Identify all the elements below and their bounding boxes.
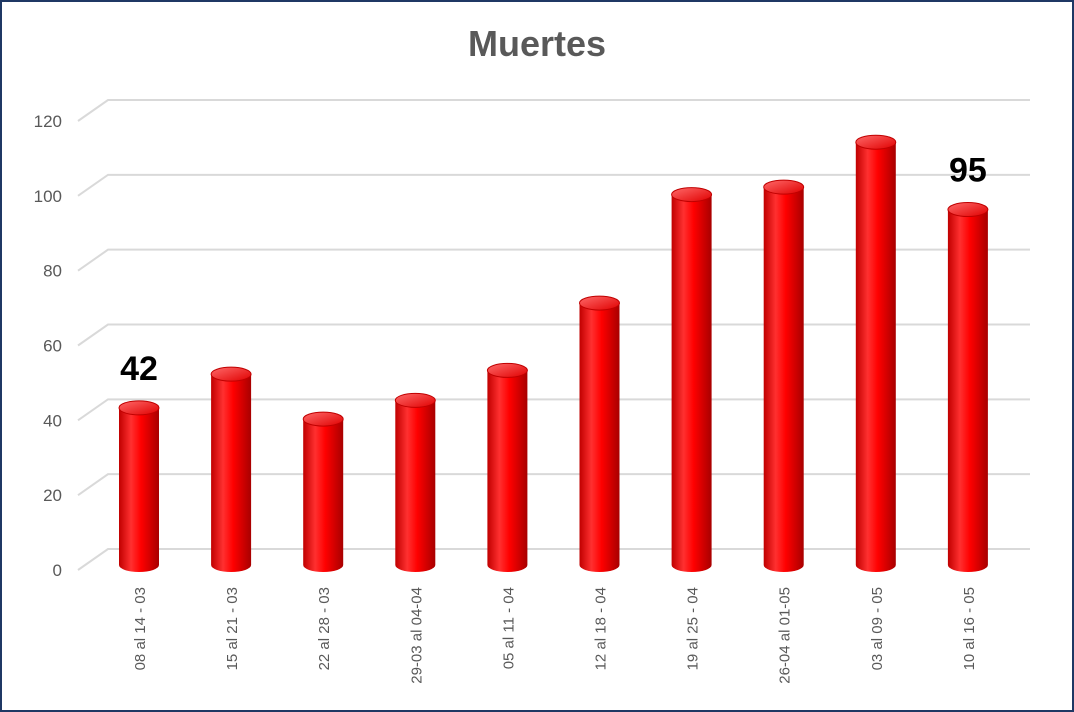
data-label: 42: [120, 350, 158, 388]
bar: [947, 202, 989, 572]
bar: [118, 400, 160, 572]
gridline: [77, 398, 1030, 422]
bar-top: [118, 400, 160, 416]
bar-top: [394, 392, 436, 408]
x-tick-label: 19 al 25 - 04: [685, 587, 702, 670]
gridline: [77, 173, 1030, 197]
x-tick-label: 10 al 16 - 05: [961, 587, 978, 670]
bar-body: [855, 142, 896, 573]
bar-body: [395, 400, 436, 572]
x-tick-label: 12 al 18 - 04: [593, 587, 610, 670]
bar-top: [947, 202, 989, 218]
y-tick-label: 60: [43, 337, 62, 356]
x-tick-label: 05 al 11 - 04: [500, 587, 517, 669]
gridline: [77, 323, 1030, 347]
x-tick-label: 03 al 09 - 05: [869, 587, 886, 670]
y-tick-label: 100: [34, 187, 62, 206]
y-tick-label: 20: [43, 486, 62, 505]
bar: [855, 134, 897, 573]
bar-top: [302, 411, 344, 427]
gridline: [77, 99, 1030, 122]
gridline: [77, 548, 1030, 571]
bar-top: [763, 179, 805, 195]
bar-body: [487, 370, 528, 572]
y-tick-label: 80: [43, 262, 62, 281]
data-label: 95: [949, 152, 987, 190]
bar-top: [210, 366, 252, 382]
bar-body: [947, 209, 988, 572]
bar: [302, 411, 344, 572]
y-tick-label: 120: [34, 112, 62, 131]
x-tick-label: 22 al 28 - 03: [316, 587, 333, 670]
gridline: [77, 473, 1030, 496]
chart-title: Muertes: [468, 23, 606, 64]
bar-body: [119, 407, 159, 572]
bar-body: [763, 187, 804, 572]
bar: [394, 392, 436, 572]
x-tick-label: 26-04 al 01-05: [777, 587, 794, 684]
bar: [486, 362, 528, 572]
bar: [210, 366, 252, 572]
bar-top: [579, 295, 620, 311]
y-tick-label: 0: [53, 561, 62, 580]
bar-body: [671, 194, 712, 572]
bar-top: [671, 187, 713, 203]
x-tick-label: 08 al 14 - 03: [132, 587, 149, 670]
y-tick-label: 40: [43, 411, 62, 430]
bar-top: [486, 362, 528, 378]
x-tick-label: 15 al 21 - 03: [224, 587, 241, 670]
bar: [763, 179, 805, 572]
x-tick-label: 29-03 al 04-04: [408, 587, 425, 684]
bar-body: [579, 303, 620, 572]
bar: [671, 187, 713, 572]
bar-body: [303, 419, 344, 572]
bar: [579, 295, 620, 572]
gridline: [77, 248, 1030, 272]
bar-top: [855, 134, 897, 150]
bar-body: [211, 374, 252, 572]
